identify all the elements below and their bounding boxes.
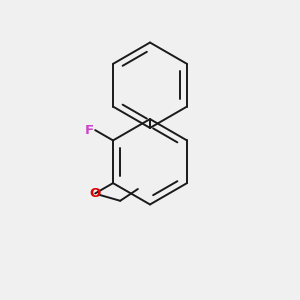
Text: O: O [90,187,101,200]
Text: F: F [85,124,94,136]
